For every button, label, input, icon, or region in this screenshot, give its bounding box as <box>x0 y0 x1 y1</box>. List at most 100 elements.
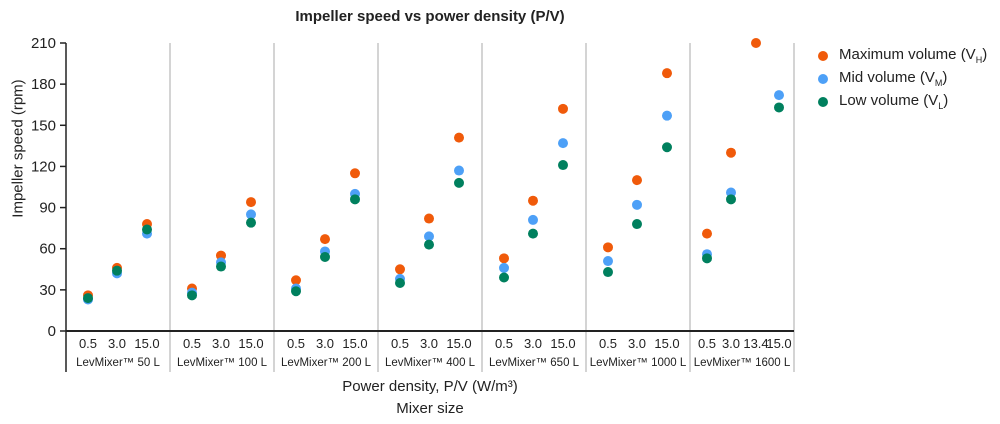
data-point-low <box>83 293 93 304</box>
data-point-low <box>702 253 712 264</box>
legend-marker <box>818 96 828 107</box>
x-tick-label: 0.5 <box>287 336 305 351</box>
data-point-low <box>726 194 736 205</box>
data-point-low <box>350 194 360 205</box>
x-tick-label: 15.0 <box>238 336 263 351</box>
x-tick-label: 15.0 <box>654 336 679 351</box>
data-point-low <box>112 265 122 276</box>
x-tick-label: 3.0 <box>628 336 646 351</box>
x-axis-label: Power density, P/V (W/m³) <box>342 378 518 395</box>
data-point-max <box>751 38 761 48</box>
data-point-low <box>320 251 330 262</box>
data-point-low <box>499 272 509 283</box>
data-point-max <box>662 68 672 79</box>
data-point-low <box>187 290 197 301</box>
data-point-low <box>632 219 642 230</box>
data-point-max <box>246 197 256 208</box>
x-tick-label: 3.0 <box>316 336 334 351</box>
y-tick-label: 0 <box>48 323 56 340</box>
data-point-max <box>702 228 712 239</box>
data-point-mid <box>499 262 509 273</box>
x-tick-label: 3.0 <box>420 336 438 351</box>
data-point-max <box>395 264 405 275</box>
x-tick-label: 3.0 <box>722 336 740 351</box>
data-point-max <box>454 132 464 143</box>
x-tick-label: 3.0 <box>108 336 126 351</box>
group-label: LevMixer™ 1600 L <box>694 357 791 369</box>
data-point-max <box>499 253 509 264</box>
data-point-max <box>216 250 226 261</box>
legend-item-max: Maximum volume (VH) <box>818 44 987 67</box>
data-point-max <box>320 234 330 245</box>
data-point-low <box>246 217 256 228</box>
x-tick-label: 0.5 <box>391 336 409 351</box>
group-label: LevMixer™ 100 L <box>177 357 268 369</box>
x-axis-label-secondary: Mixer size <box>396 400 464 417</box>
legend-label: Mid volume (VM) <box>839 69 948 88</box>
data-point-low <box>216 261 226 272</box>
group-label: LevMixer™ 650 L <box>489 357 580 369</box>
x-tick-label: 0.5 <box>79 336 97 351</box>
data-point-max <box>558 103 568 114</box>
legend-item-mid: Mid volume (VM) <box>818 67 987 90</box>
data-point-max <box>291 275 301 286</box>
data-point-low <box>291 286 301 297</box>
group-label: LevMixer™ 50 L <box>76 357 160 369</box>
y-tick-label: 90 <box>39 200 56 217</box>
data-point-low <box>774 102 784 113</box>
legend-marker <box>818 50 828 61</box>
data-point-mid <box>603 256 613 267</box>
x-tick-label: 15.0 <box>134 336 159 351</box>
x-tick-label: 3.0 <box>524 336 542 351</box>
x-tick-label: 15.0 <box>446 336 471 351</box>
chart-title: Impeller speed vs power density (P/V) <box>295 8 565 25</box>
y-tick-label: 60 <box>39 241 56 258</box>
data-point-mid <box>774 90 784 101</box>
data-point-max <box>528 195 538 206</box>
data-point-mid <box>528 214 538 225</box>
data-point-max <box>603 242 613 253</box>
y-tick-label: 150 <box>31 117 56 134</box>
data-point-low <box>454 177 464 188</box>
legend-item-low: Low volume (VL) <box>818 90 987 113</box>
data-point-low <box>603 267 613 278</box>
data-point-low <box>558 160 568 171</box>
y-tick-label: 30 <box>39 282 56 299</box>
data-point-mid <box>246 209 256 220</box>
data-point-mid <box>662 110 672 121</box>
data-point-max <box>350 168 360 179</box>
x-tick-label: 15.0 <box>550 336 575 351</box>
data-point-low <box>528 228 538 239</box>
group-label: LevMixer™ 200 L <box>281 357 372 369</box>
y-tick-label: 180 <box>31 76 56 93</box>
data-point-max <box>632 175 642 186</box>
data-point-max <box>726 147 736 158</box>
data-point-mid <box>454 165 464 176</box>
x-tick-label: 3.0 <box>212 336 230 351</box>
data-point-mid <box>632 199 642 210</box>
x-tick-label: 0.5 <box>183 336 201 351</box>
legend-marker <box>818 73 828 84</box>
data-point-low <box>424 239 434 250</box>
data-point-max <box>424 213 434 224</box>
data-point-low <box>142 224 152 235</box>
data-point-mid <box>424 231 434 242</box>
group-label: LevMixer™ 400 L <box>385 357 476 369</box>
legend-label: Maximum volume (VH) <box>839 46 988 65</box>
legend-label: Low volume (VL) <box>839 92 949 111</box>
data-point-mid <box>726 187 736 198</box>
group-label: LevMixer™ 1000 L <box>590 357 687 369</box>
data-point-low <box>662 142 672 153</box>
legend: Maximum volume (VH) Mid volume (VM) Low … <box>818 44 987 113</box>
y-tick-label: 120 <box>31 158 56 175</box>
data-point-low <box>395 278 405 288</box>
x-tick-label: 0.5 <box>599 336 617 351</box>
x-tick-label: 13.4 <box>743 336 768 351</box>
x-tick-label: 0.5 <box>495 336 513 351</box>
x-tick-label: 15.0 <box>342 336 367 351</box>
x-tick-label: 0.5 <box>698 336 716 351</box>
x-tick-label: 15.0 <box>766 336 791 351</box>
data-point-mid <box>558 138 568 149</box>
y-tick-label: 210 <box>31 35 56 52</box>
